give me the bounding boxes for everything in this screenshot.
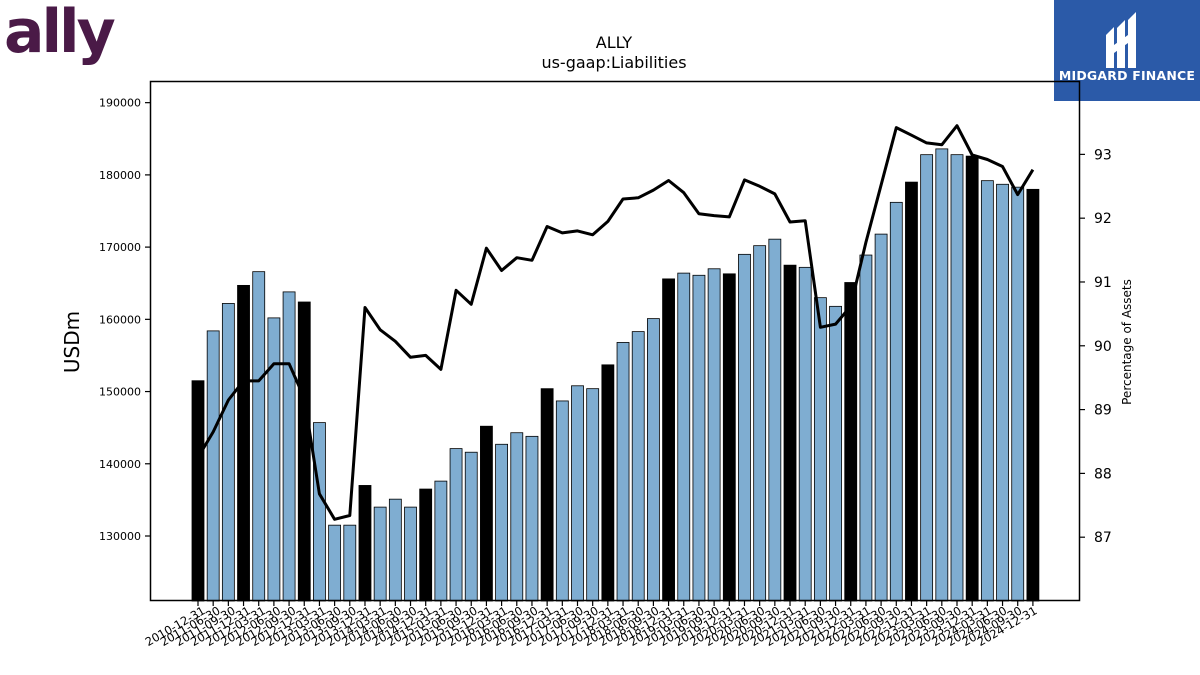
bar-2014-03-31 [388, 498, 402, 602]
bar-2017-06-30 [586, 388, 600, 602]
midgard-finance-logo: MIDGARD FINANCE [1054, 0, 1200, 101]
x-axis: 2010-12-312011-06-302011-09-302011-12-31… [143, 601, 1040, 649]
y-right-tick-label: 87 [1094, 530, 1112, 546]
bar-series [191, 148, 1040, 602]
y-right-tick-label: 90 [1094, 339, 1112, 355]
y-tick-label: 150000 [99, 386, 141, 399]
bar-2013-12-31 [373, 506, 387, 602]
y-axis-right: 87 88 89 90 91 92 93 [1080, 147, 1112, 546]
ally-logo-text: ally [4, 0, 116, 67]
bar-2012-12-31 [313, 422, 326, 602]
bar-2023-03-31 [935, 148, 949, 602]
y-tick-label: 130000 [99, 530, 141, 543]
bar-2019-03-31 [692, 274, 706, 602]
bar-2017-09-30 [601, 364, 615, 602]
bar-2011-12-31 [252, 271, 266, 602]
y-tick-label: 190000 [99, 97, 141, 110]
bar-2021-12-31 [859, 254, 873, 602]
bar-2014-09-30 [419, 488, 433, 602]
bar-2022-12-31 [920, 154, 934, 602]
bar-2023-12-31 [980, 180, 994, 602]
y-axis-right-label: Percentage of Assets [1120, 279, 1134, 405]
bar-2016-12-31 [555, 400, 569, 602]
midgard-mark-icon [1106, 12, 1136, 68]
bar-2018-09-30 [662, 278, 675, 602]
bar-2018-03-31 [631, 331, 645, 602]
bar-2014-06-30 [404, 506, 417, 602]
ally-logo: ally [4, 0, 119, 70]
bar-2018-12-31 [677, 272, 691, 602]
bar-2012-03-31 [267, 317, 281, 602]
bar-2019-09-30 [722, 273, 736, 602]
y-right-tick-label: 88 [1094, 466, 1112, 482]
bar-2013-06-30 [343, 524, 357, 602]
y-tick-label: 160000 [99, 313, 141, 326]
bar-2011-09-30 [237, 284, 250, 602]
plot-frame [149, 80, 1081, 602]
chart-title: ALLY [596, 33, 633, 52]
y-axis-label: USDm [60, 311, 84, 373]
bar-2020-06-30 [768, 238, 782, 602]
bar-2021-06-30 [829, 305, 842, 602]
y-tick-label: 180000 [99, 169, 141, 182]
bar-2024-09-30 [1026, 188, 1040, 602]
bar-2012-09-30 [297, 301, 311, 602]
y-right-tick-label: 91 [1094, 275, 1112, 291]
bar-2021-03-31 [813, 297, 827, 602]
bar-2016-03-31 [510, 432, 524, 602]
bar-2020-12-31 [798, 266, 812, 602]
bar-2010-12-31 [191, 380, 205, 602]
bar-2016-09-30 [540, 388, 554, 602]
y-right-tick-label: 93 [1094, 147, 1112, 163]
percentage-line [196, 124, 1035, 521]
bar-2015-09-30 [480, 425, 493, 602]
bar-2014-12-31 [434, 480, 448, 602]
percentage-line-series [196, 124, 1035, 521]
y-right-tick-label: 92 [1094, 211, 1112, 227]
bar-2024-06-30 [1011, 186, 1025, 602]
y-axis-left: 130000 140000 150000 160000 170000 180000 1900… [99, 97, 150, 543]
bar-2018-06-30 [647, 318, 660, 602]
bar-2021-09-30 [844, 282, 858, 602]
bar-2013-03-31 [328, 524, 342, 602]
bar-2017-03-31 [571, 385, 584, 602]
bar-2022-03-31 [874, 233, 888, 602]
bar-2022-06-30 [889, 201, 903, 602]
bar-2015-03-31 [449, 448, 463, 602]
bar-2013-09-30 [358, 485, 372, 602]
bar-2015-12-31 [495, 443, 509, 602]
y-tick-label: 140000 [99, 458, 141, 471]
y-tick-label: 170000 [99, 241, 141, 254]
bar-2017-12-31 [616, 342, 630, 602]
bar-2024-03-31 [996, 183, 1009, 602]
bar-2022-09-30 [905, 181, 918, 602]
bar-2011-06-30 [221, 303, 235, 602]
bar-2019-12-31 [738, 253, 751, 602]
bar-2015-06-30 [464, 451, 478, 602]
bar-2011-03-31 [206, 330, 220, 602]
bar-2020-03-31 [753, 245, 767, 602]
y-right-tick-label: 89 [1094, 403, 1112, 419]
chart-subtitle: us-gaap:Liabilities [541, 53, 686, 72]
midgard-finance-text: MIDGARD FINANCE [1058, 68, 1196, 83]
bar-2023-06-30 [950, 154, 964, 602]
bar-2019-06-30 [707, 268, 721, 602]
bar-2016-06-30 [525, 435, 539, 602]
bar-2012-06-30 [282, 291, 296, 602]
bar-2020-09-30 [783, 264, 797, 602]
bar-2023-09-30 [965, 155, 979, 602]
